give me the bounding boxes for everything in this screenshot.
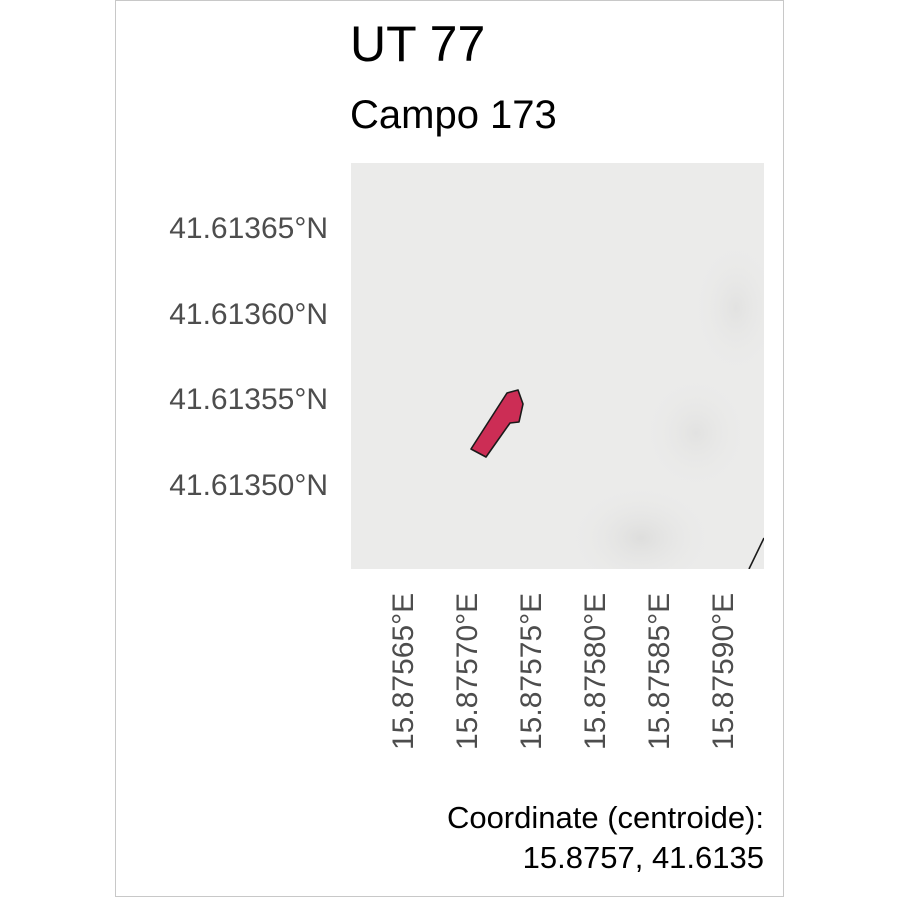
caption-label: Coordinate (centroide): — [446, 800, 764, 835]
neighbor-parcel-edge — [748, 537, 764, 569]
x-axis-tick-label: 15.87565°E — [387, 592, 420, 750]
x-axis-tick: 15.87590°E — [704, 592, 744, 782]
parcel-polygon[interactable] — [470, 389, 524, 458]
y-axis-tick-label: 41.61355°N — [169, 383, 328, 416]
map-title: UT 77 — [350, 16, 486, 72]
x-axis-tick: 15.87575°E — [512, 592, 552, 782]
x-axis-tick: 15.87580°E — [576, 592, 616, 782]
x-axis-tick-label: 15.87580°E — [579, 592, 612, 750]
x-axis-tick: 15.87585°E — [640, 592, 680, 782]
centroid-coordinates: 15.8757, 41.6135 — [522, 840, 764, 875]
x-axis-tick-label: 15.87585°E — [643, 592, 676, 750]
map-subtitle: Campo 173 — [350, 93, 557, 137]
x-axis-tick-label: 15.87590°E — [707, 592, 740, 750]
terrain-shade — [641, 373, 751, 493]
map-canvas — [351, 163, 764, 569]
x-axis-tick-label: 15.87570°E — [451, 592, 484, 750]
terrain-shade — [566, 483, 716, 569]
y-axis-tick-label: 41.61350°N — [169, 469, 328, 502]
x-axis-tick: 15.87570°E — [448, 592, 488, 782]
y-axis-tick-label: 41.61365°N — [169, 212, 328, 245]
centroid-caption: Coordinate (centroide): 15.8757, 41.6135 — [447, 798, 764, 878]
terrain-shade — [691, 238, 764, 378]
x-axis-tick: 15.87565°E — [384, 592, 424, 782]
x-axis-tick-label: 15.87575°E — [515, 592, 548, 750]
y-axis-tick-label: 41.61360°N — [169, 298, 328, 331]
map-panel[interactable] — [351, 163, 764, 569]
